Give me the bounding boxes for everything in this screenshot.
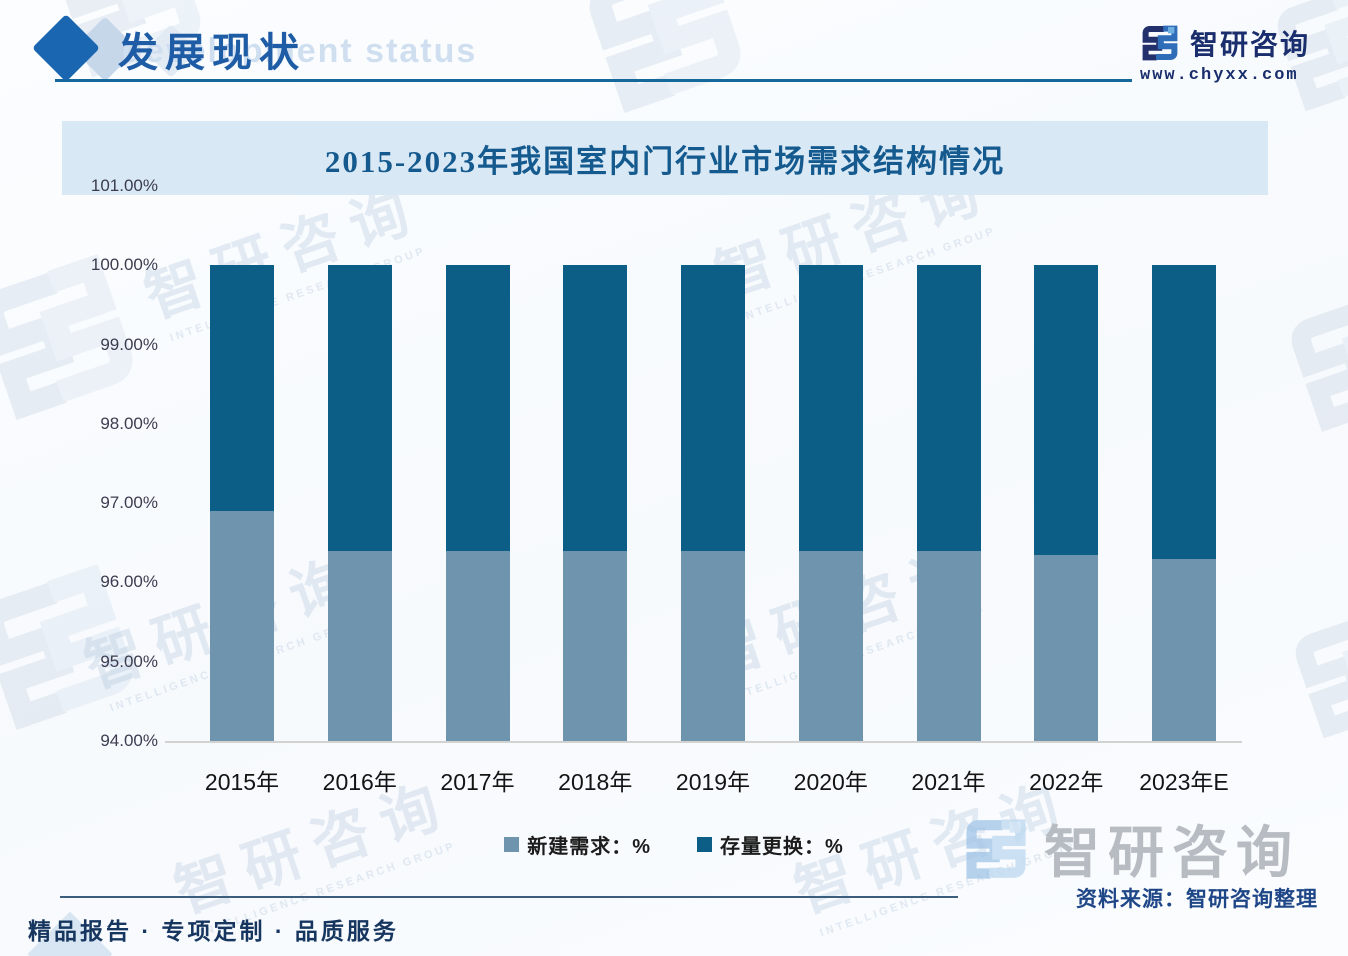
bar-segment-replacement [327, 265, 392, 551]
brand-logo: 智研咨询 [1140, 23, 1310, 63]
x-axis-tick-label: 2020年 [793, 769, 868, 795]
bar-segment-new-demand [1034, 554, 1099, 741]
bar-segment-new-demand [327, 550, 392, 741]
footer-watermark-logo-text: 智研咨询 [1044, 821, 1300, 884]
bar-segment-replacement [798, 265, 863, 551]
x-axis-tick-label: 2016年 [322, 769, 397, 795]
legend-item: 新建需求：% [504, 830, 651, 859]
chart-title-band: 2015-2023年我国室内门行业市场需求结构情况 [62, 121, 1268, 195]
bar-segment-replacement [1152, 265, 1216, 559]
y-axis-tick-label: 98.00% [100, 413, 158, 433]
bar-segment-replacement [563, 265, 628, 551]
x-axis-tick-label: 2022年 [1029, 769, 1104, 795]
legend-swatch-icon [504, 837, 520, 852]
y-axis-tick-label: 96.00% [100, 572, 158, 592]
x-axis-tick-label: 2017年 [440, 769, 515, 795]
brand-logo-text: 智研咨询 [1190, 29, 1311, 60]
bar-segment-new-demand [563, 550, 628, 741]
x-axis-tick-label: 2015年 [204, 769, 280, 795]
footer-watermark-logo-icon [966, 818, 1026, 879]
bar-segment-replacement [916, 265, 981, 551]
x-axis-tick-label: 2019年 [675, 769, 751, 795]
data-source-note: 资料来源：智研咨询整理 [1076, 888, 1318, 911]
website-link[interactable]: www.chyxx.com [1140, 66, 1299, 85]
chart-title: 2015-2023年我国室内门行业市场需求结构情况 [324, 143, 1006, 179]
bar-segment-new-demand [210, 511, 274, 741]
y-axis-tick-label: 94.00% [100, 731, 158, 750]
y-axis-tick-label: 95.00% [100, 651, 158, 671]
bar-segment-replacement [1034, 265, 1099, 555]
bar-segment-new-demand [916, 550, 981, 741]
legend-swatch-icon [697, 837, 712, 852]
x-axis-tick-label: 2023年E [1139, 769, 1229, 795]
y-axis-tick-label: 101.00% [90, 176, 158, 195]
header-ghost-subtitle: development status [122, 32, 478, 70]
footer-divider [60, 896, 958, 898]
page-title: 发展现状 [118, 30, 306, 75]
bar-segment-new-demand [681, 550, 745, 741]
chart-legend: 新建需求：% 存量更换：% [0, 830, 1348, 859]
brand-logo-icon [1142, 25, 1178, 61]
bar-segment-new-demand [445, 550, 510, 741]
bar-segment-new-demand [798, 550, 863, 741]
legend-label: 存量更换：% [720, 836, 844, 858]
y-axis-tick-label: 99.00% [100, 334, 158, 354]
x-axis-tick-label: 2021年 [911, 769, 986, 795]
footer-watermark-logo: 智研咨询 [962, 808, 1300, 889]
y-axis-tick-label: 97.00% [100, 493, 158, 513]
y-axis-tick-label: 100.00% [90, 255, 158, 275]
x-axis-tick-label: 2018年 [558, 769, 633, 795]
bar-segment-replacement [445, 265, 510, 551]
bar-segment-replacement [681, 265, 745, 551]
bar-segment-new-demand [1152, 558, 1216, 741]
bar-segment-replacement [210, 265, 274, 512]
legend-item: 存量更换：% [697, 830, 844, 859]
footer-tagline: 精品报告 · 专项定制 · 品质服务 [28, 918, 399, 944]
x-axis-line [165, 741, 1242, 743]
header-divider [55, 79, 1132, 82]
legend-label: 新建需求：% [527, 836, 651, 858]
